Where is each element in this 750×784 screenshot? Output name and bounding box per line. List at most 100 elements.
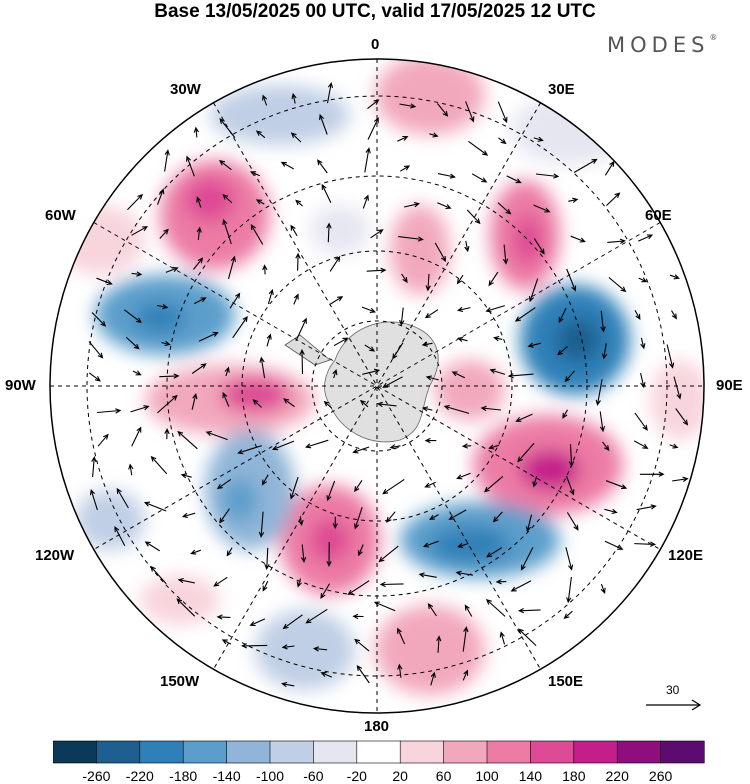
wind-arrow <box>605 480 628 490</box>
wind-arrow <box>219 160 232 171</box>
wind-arrow <box>385 511 396 523</box>
wind-arrow <box>227 255 236 279</box>
wind-arrow <box>326 480 336 502</box>
lon-label-150w: 150W <box>160 673 200 690</box>
wind-arrow <box>226 547 233 557</box>
wind-arrow <box>304 439 329 449</box>
wind-arrow <box>329 255 341 272</box>
wind-arrow <box>485 305 505 313</box>
wind-arrow <box>634 412 648 431</box>
wind-arrow <box>634 541 657 547</box>
wind-arrow <box>326 81 334 104</box>
wind-arrow <box>164 149 170 172</box>
wind-arrow <box>599 411 606 433</box>
wind-arrow <box>281 681 295 688</box>
wind-arrow <box>91 456 97 478</box>
wind-arrow <box>125 336 140 350</box>
wind-arrow <box>640 337 646 350</box>
wind-arrow <box>255 199 265 205</box>
wind-arrow <box>499 631 506 645</box>
lon-label-120e: 120E <box>668 547 704 564</box>
wind-arrow <box>194 297 207 305</box>
wind-arrow <box>191 392 198 410</box>
wind-arrow <box>176 598 196 617</box>
wind-arrow <box>604 540 624 550</box>
wind-arrow <box>558 307 567 324</box>
wind-arrow <box>464 240 470 253</box>
lon-label-0: 0 <box>371 36 380 53</box>
wind-arrow <box>673 376 682 400</box>
wind-arrow <box>232 315 248 339</box>
wind-arrow <box>364 147 371 173</box>
wind-arrow <box>424 437 437 444</box>
wind-arrow <box>448 509 467 520</box>
wind-arrow <box>283 398 295 408</box>
wind-arrow <box>177 430 198 450</box>
wind-arrow <box>434 242 447 262</box>
wind-arrow <box>156 188 165 205</box>
wind-arrow <box>517 442 535 463</box>
wind-arrow <box>638 234 654 242</box>
wind-arrow <box>216 614 231 620</box>
colorbar-tick-label: 260 <box>648 768 673 784</box>
wind-arrow <box>165 266 179 273</box>
wind-arrow <box>193 126 199 138</box>
wind-arrow <box>177 577 195 584</box>
wind-arrow <box>424 481 437 488</box>
wind-arrow <box>488 271 499 287</box>
map-boundary <box>49 58 705 714</box>
wind-arrow <box>462 626 469 652</box>
wind-arrow <box>379 581 404 588</box>
wind-arrow <box>506 175 522 184</box>
wind-arrow <box>640 372 646 389</box>
wind-arrow <box>595 379 603 406</box>
colorbar-tick-label: -20 <box>346 768 367 784</box>
wind-arrow <box>367 117 379 140</box>
wind-arrow <box>150 455 168 475</box>
colorbar-tick-label: -100 <box>255 768 285 784</box>
wind-arrow <box>424 309 439 319</box>
wind-arrow <box>498 137 507 145</box>
wind-arrow <box>568 197 579 203</box>
wind-arrow <box>382 376 403 388</box>
wind-arrow <box>421 341 433 347</box>
wind-arrow <box>456 306 471 313</box>
wind-arrow <box>669 274 680 280</box>
wind-arrow <box>295 252 301 271</box>
wind-arrow <box>364 344 376 352</box>
colorbar-tick-label: -260 <box>82 768 111 784</box>
wind-arrow <box>128 463 134 476</box>
wind-arrow <box>370 229 384 239</box>
wind-arrow <box>97 433 109 447</box>
colorbar-swatch <box>530 740 575 764</box>
wind-arrow <box>429 132 439 138</box>
wind-arrow <box>259 356 266 379</box>
wind-arrow <box>267 288 274 305</box>
wind-arrow <box>321 183 332 204</box>
wind-arrow <box>397 663 403 678</box>
map-title: Base 13/05/2025 00 UTC, valid 17/05/2025… <box>154 1 596 22</box>
wind-arrow <box>675 408 689 426</box>
lon-label-90w: 90W <box>5 377 36 394</box>
wind-arrow <box>495 579 507 585</box>
wind-arrow <box>436 635 442 653</box>
wind-arrow <box>639 471 665 477</box>
wind-arrow <box>366 267 387 273</box>
wind-arrow <box>320 583 331 600</box>
wind-arrow <box>164 428 170 440</box>
wind-arrow <box>326 541 332 567</box>
wind-arrow <box>180 473 192 479</box>
lon-label-180: 180 <box>364 718 390 735</box>
wind-arrow <box>289 476 299 500</box>
colorbar-tick-label: -60 <box>303 768 324 784</box>
wind-arrow <box>604 160 615 176</box>
wind-arrow <box>362 194 369 209</box>
colorbar-tick-label: 20 <box>392 768 408 784</box>
wind-arrow <box>566 576 572 604</box>
wind-arrow <box>116 487 129 509</box>
wind-arrow <box>566 268 577 292</box>
wind-arrow <box>471 173 488 183</box>
wind-arrow <box>604 508 618 515</box>
wind-arrow <box>570 235 586 243</box>
wind-arrow <box>466 209 481 225</box>
